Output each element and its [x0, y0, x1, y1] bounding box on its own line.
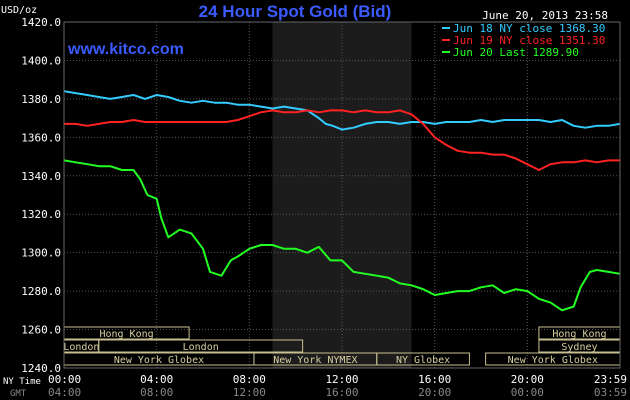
- session-label: Sydney: [561, 342, 597, 353]
- legend-entry-1: Jun 18 NY close 1368.30: [453, 22, 605, 35]
- session-label: London: [183, 342, 219, 353]
- x-tick-label-ny: 12:00: [325, 373, 358, 386]
- x-tick-label-ny: 23:59: [594, 373, 627, 386]
- x-tick-label-gmt: 08:00: [140, 386, 173, 399]
- legend-entry-2: Jun 19 NY close 1351.30: [453, 34, 605, 47]
- x-tick-label-gmt: 16:00: [325, 386, 358, 399]
- x-tick-label-ny: 04:00: [140, 373, 173, 386]
- series-line-1: [63, 90, 621, 131]
- website-label: www.kitco.com: [67, 41, 184, 58]
- x-tick-label-gmt: 03:59: [594, 386, 627, 399]
- x-tick-label-gmt: 12:00: [233, 386, 266, 399]
- series-line-3: [63, 159, 621, 312]
- x-axis-gmt-label: GMT: [10, 389, 27, 399]
- y-tick-label: 1320.0: [21, 208, 61, 221]
- y-axis-unit-label: USD/oz: [1, 5, 37, 16]
- x-tick-label-gmt: 04:00: [48, 386, 81, 399]
- session-label: Hong Kong: [552, 329, 606, 340]
- chart-timestamp: June 20, 2013 23:58: [482, 9, 608, 22]
- x-tick-label-gmt: 20:00: [418, 386, 451, 399]
- session-bar: [376, 352, 470, 366]
- x-tick-label-ny: 08:00: [233, 373, 266, 386]
- x-tick-label-ny: 16:00: [418, 373, 451, 386]
- y-tick-label: 1380.0: [21, 93, 61, 106]
- x-tick-label-ny: 00:00: [48, 373, 81, 386]
- plot-frame: [63, 21, 621, 369]
- series-line-2: [64, 109, 620, 171]
- session-label: Hong Kong: [99, 329, 153, 340]
- session-label: New York Globex: [508, 355, 598, 366]
- x-tick-label-ny: 20:00: [511, 373, 544, 386]
- session-label: NY Globex: [396, 355, 450, 366]
- session-bar: [98, 339, 304, 353]
- chart-title: 24 Hour Spot Gold (Bid): [199, 2, 392, 21]
- y-tick-label: 1300.0: [21, 247, 61, 260]
- session-label: New York Globex: [114, 355, 204, 366]
- y-tick-label: 1340.0: [21, 170, 61, 183]
- legend-entry-3: Jun 20 Last 1289.90: [453, 46, 579, 59]
- y-tick-label: 1400.0: [21, 54, 61, 67]
- y-tick-label: 1280.0: [21, 285, 61, 298]
- session-label: New York NYMEX: [273, 355, 357, 366]
- session-label: London: [63, 342, 99, 353]
- y-tick-label: 1360.0: [21, 131, 61, 144]
- x-axis-ny-label: NY Time: [3, 377, 41, 387]
- y-tick-label: 1420.0: [21, 16, 61, 29]
- y-tick-label: 1260.0: [21, 324, 61, 337]
- x-tick-label-gmt: 00:00: [511, 386, 544, 399]
- y-tick-label: 1240.0: [21, 362, 61, 375]
